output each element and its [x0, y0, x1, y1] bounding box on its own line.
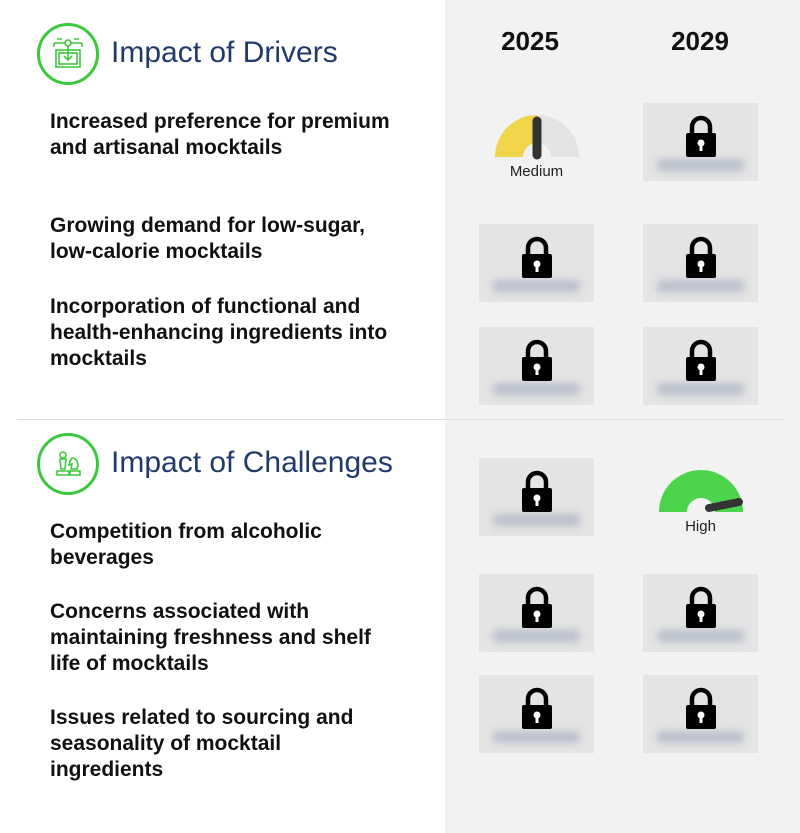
challenge-item-2: Concerns associated with maintaining fre…	[50, 600, 371, 675]
locked-cell[interactable]	[479, 574, 594, 652]
lock-icon	[683, 686, 719, 735]
blurred-value	[657, 280, 744, 292]
blurred-value	[493, 731, 580, 743]
driver-item-1: Increased preference for premium and art…	[50, 110, 390, 159]
lock-icon	[519, 469, 555, 518]
locked-cell[interactable]	[643, 675, 758, 753]
chess-pieces-icon	[37, 433, 99, 495]
blurred-value	[493, 514, 580, 526]
lock-icon	[519, 686, 555, 735]
year-header-2025: 2025	[501, 26, 559, 56]
gauge-label: High	[685, 518, 716, 535]
machine-download-icon	[37, 23, 99, 85]
locked-cell[interactable]	[643, 224, 758, 302]
challenge-item-3: Issues related to sourcing and seasonali…	[50, 706, 354, 781]
locked-cell[interactable]	[643, 327, 758, 405]
driver-item-2: Growing demand for low-sugar, low-calori…	[50, 214, 366, 263]
locked-cell[interactable]	[479, 458, 594, 536]
blurred-value	[493, 630, 580, 642]
challenge-item-1: Competition from alcoholic beverages	[50, 520, 322, 569]
challenges-title: Impact of Challenges	[111, 446, 393, 479]
lock-icon	[683, 114, 719, 163]
lock-icon	[519, 585, 555, 634]
impact-gauge: Medium	[479, 111, 594, 201]
lock-icon	[519, 338, 555, 387]
locked-cell[interactable]	[479, 224, 594, 302]
drivers-title: Impact of Drivers	[111, 36, 338, 69]
locked-cell[interactable]	[479, 327, 594, 405]
lock-icon	[683, 585, 719, 634]
gauge-dial	[494, 115, 579, 160]
blurred-value	[657, 731, 744, 743]
blurred-value	[657, 159, 744, 171]
blurred-value	[657, 383, 744, 395]
blurred-value	[657, 630, 744, 642]
lock-icon	[683, 338, 719, 387]
lock-icon	[519, 235, 555, 284]
driver-item-3: Incorporation of functional and health-e…	[50, 295, 388, 370]
locked-cell[interactable]	[643, 103, 758, 181]
year-header-2029: 2029	[671, 26, 729, 56]
section-divider	[17, 419, 785, 420]
locked-cell[interactable]	[643, 574, 758, 652]
locked-cell[interactable]	[479, 675, 594, 753]
impact-gauge: High	[643, 466, 758, 556]
blurred-value	[493, 280, 580, 292]
gauge-label: Medium	[509, 163, 564, 180]
gauge-dial	[658, 470, 743, 512]
lock-icon	[683, 235, 719, 284]
blurred-value	[493, 383, 580, 395]
